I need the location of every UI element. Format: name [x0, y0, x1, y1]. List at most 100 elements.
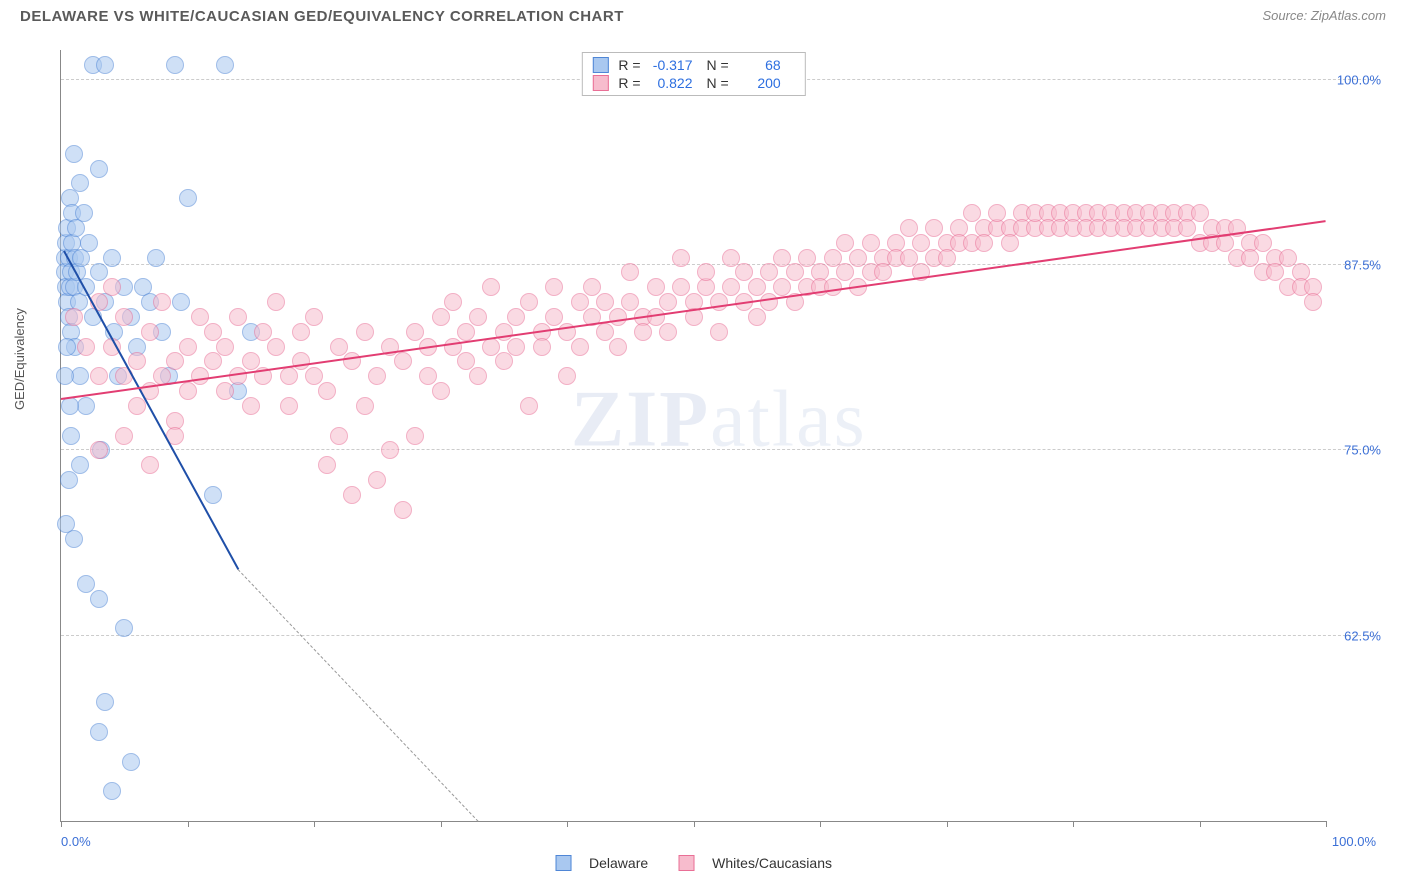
- data-point: [748, 308, 766, 326]
- x-axis-max-label: 100.0%: [1332, 834, 1376, 849]
- data-point: [71, 174, 89, 192]
- stat-n-value: 68: [733, 57, 781, 73]
- data-point: [975, 234, 993, 252]
- data-point: [292, 323, 310, 341]
- trend-line-extrapolated: [238, 569, 479, 822]
- data-point: [305, 308, 323, 326]
- data-point: [659, 323, 677, 341]
- data-point: [65, 530, 83, 548]
- data-point: [90, 263, 108, 281]
- data-point: [242, 397, 260, 415]
- data-point: [596, 293, 614, 311]
- correlation-stats-box: R =-0.317N =68R =0.822N =200: [581, 52, 805, 96]
- data-point: [963, 204, 981, 222]
- data-point: [153, 293, 171, 311]
- data-point: [1279, 249, 1297, 267]
- x-tick: [441, 821, 442, 827]
- data-point: [786, 263, 804, 281]
- data-point: [77, 575, 95, 593]
- data-point: [65, 308, 83, 326]
- data-point: [469, 308, 487, 326]
- data-point: [1191, 204, 1209, 222]
- data-point: [1266, 263, 1284, 281]
- data-point: [103, 278, 121, 296]
- stat-n-label: N =: [707, 57, 729, 73]
- data-point: [1178, 219, 1196, 237]
- stats-row: R =0.822N =200: [582, 74, 804, 92]
- x-tick: [1326, 821, 1327, 827]
- data-point: [482, 278, 500, 296]
- data-point: [267, 293, 285, 311]
- data-point: [71, 456, 89, 474]
- data-point: [659, 293, 677, 311]
- data-point: [545, 308, 563, 326]
- data-point: [179, 382, 197, 400]
- stats-row: R =-0.317N =68: [582, 56, 804, 74]
- data-point: [1001, 234, 1019, 252]
- data-point: [103, 249, 121, 267]
- data-point: [141, 323, 159, 341]
- data-point: [229, 367, 247, 385]
- data-point: [533, 338, 551, 356]
- data-point: [191, 308, 209, 326]
- data-point: [735, 263, 753, 281]
- data-point: [77, 338, 95, 356]
- data-point: [925, 219, 943, 237]
- data-point: [330, 427, 348, 445]
- data-point: [318, 456, 336, 474]
- data-point: [166, 352, 184, 370]
- data-point: [166, 56, 184, 74]
- data-point: [1304, 293, 1322, 311]
- chart-container: GED/Equivalency ZIPatlas R =-0.317N =68R…: [20, 40, 1386, 882]
- legend-swatch: [592, 75, 608, 91]
- data-point: [672, 278, 690, 296]
- data-point: [900, 219, 918, 237]
- data-point: [874, 263, 892, 281]
- data-point: [80, 234, 98, 252]
- data-point: [432, 308, 450, 326]
- trend-line: [61, 221, 1326, 401]
- data-point: [798, 249, 816, 267]
- data-point: [229, 308, 247, 326]
- data-point: [520, 397, 538, 415]
- data-point: [60, 471, 78, 489]
- data-point: [824, 278, 842, 296]
- data-point: [96, 56, 114, 74]
- data-point: [90, 441, 108, 459]
- data-point: [507, 338, 525, 356]
- data-point: [558, 367, 576, 385]
- data-point: [836, 263, 854, 281]
- data-point: [280, 367, 298, 385]
- gridline-h: [61, 449, 1376, 450]
- stat-n-value: 200: [733, 75, 781, 91]
- data-point: [179, 189, 197, 207]
- data-point: [292, 352, 310, 370]
- x-tick: [820, 821, 821, 827]
- data-point: [141, 456, 159, 474]
- data-point: [609, 338, 627, 356]
- data-point: [267, 338, 285, 356]
- data-point: [406, 427, 424, 445]
- data-point: [216, 382, 234, 400]
- data-point: [147, 249, 165, 267]
- bottom-legend: DelawareWhites/Caucasians: [555, 855, 832, 871]
- data-point: [849, 249, 867, 267]
- data-point: [634, 323, 652, 341]
- data-point: [444, 338, 462, 356]
- stat-r-value: 0.822: [645, 75, 693, 91]
- data-point: [406, 323, 424, 341]
- source-link[interactable]: ZipAtlas.com: [1311, 8, 1386, 23]
- data-point: [912, 234, 930, 252]
- data-point: [773, 278, 791, 296]
- x-tick: [694, 821, 695, 827]
- data-point: [58, 338, 76, 356]
- x-tick: [1200, 821, 1201, 827]
- data-point: [824, 249, 842, 267]
- data-point: [545, 278, 563, 296]
- data-point: [457, 352, 475, 370]
- data-point: [710, 323, 728, 341]
- stat-r-label: R =: [618, 57, 640, 73]
- data-point: [647, 278, 665, 296]
- data-point: [254, 323, 272, 341]
- x-tick: [61, 821, 62, 827]
